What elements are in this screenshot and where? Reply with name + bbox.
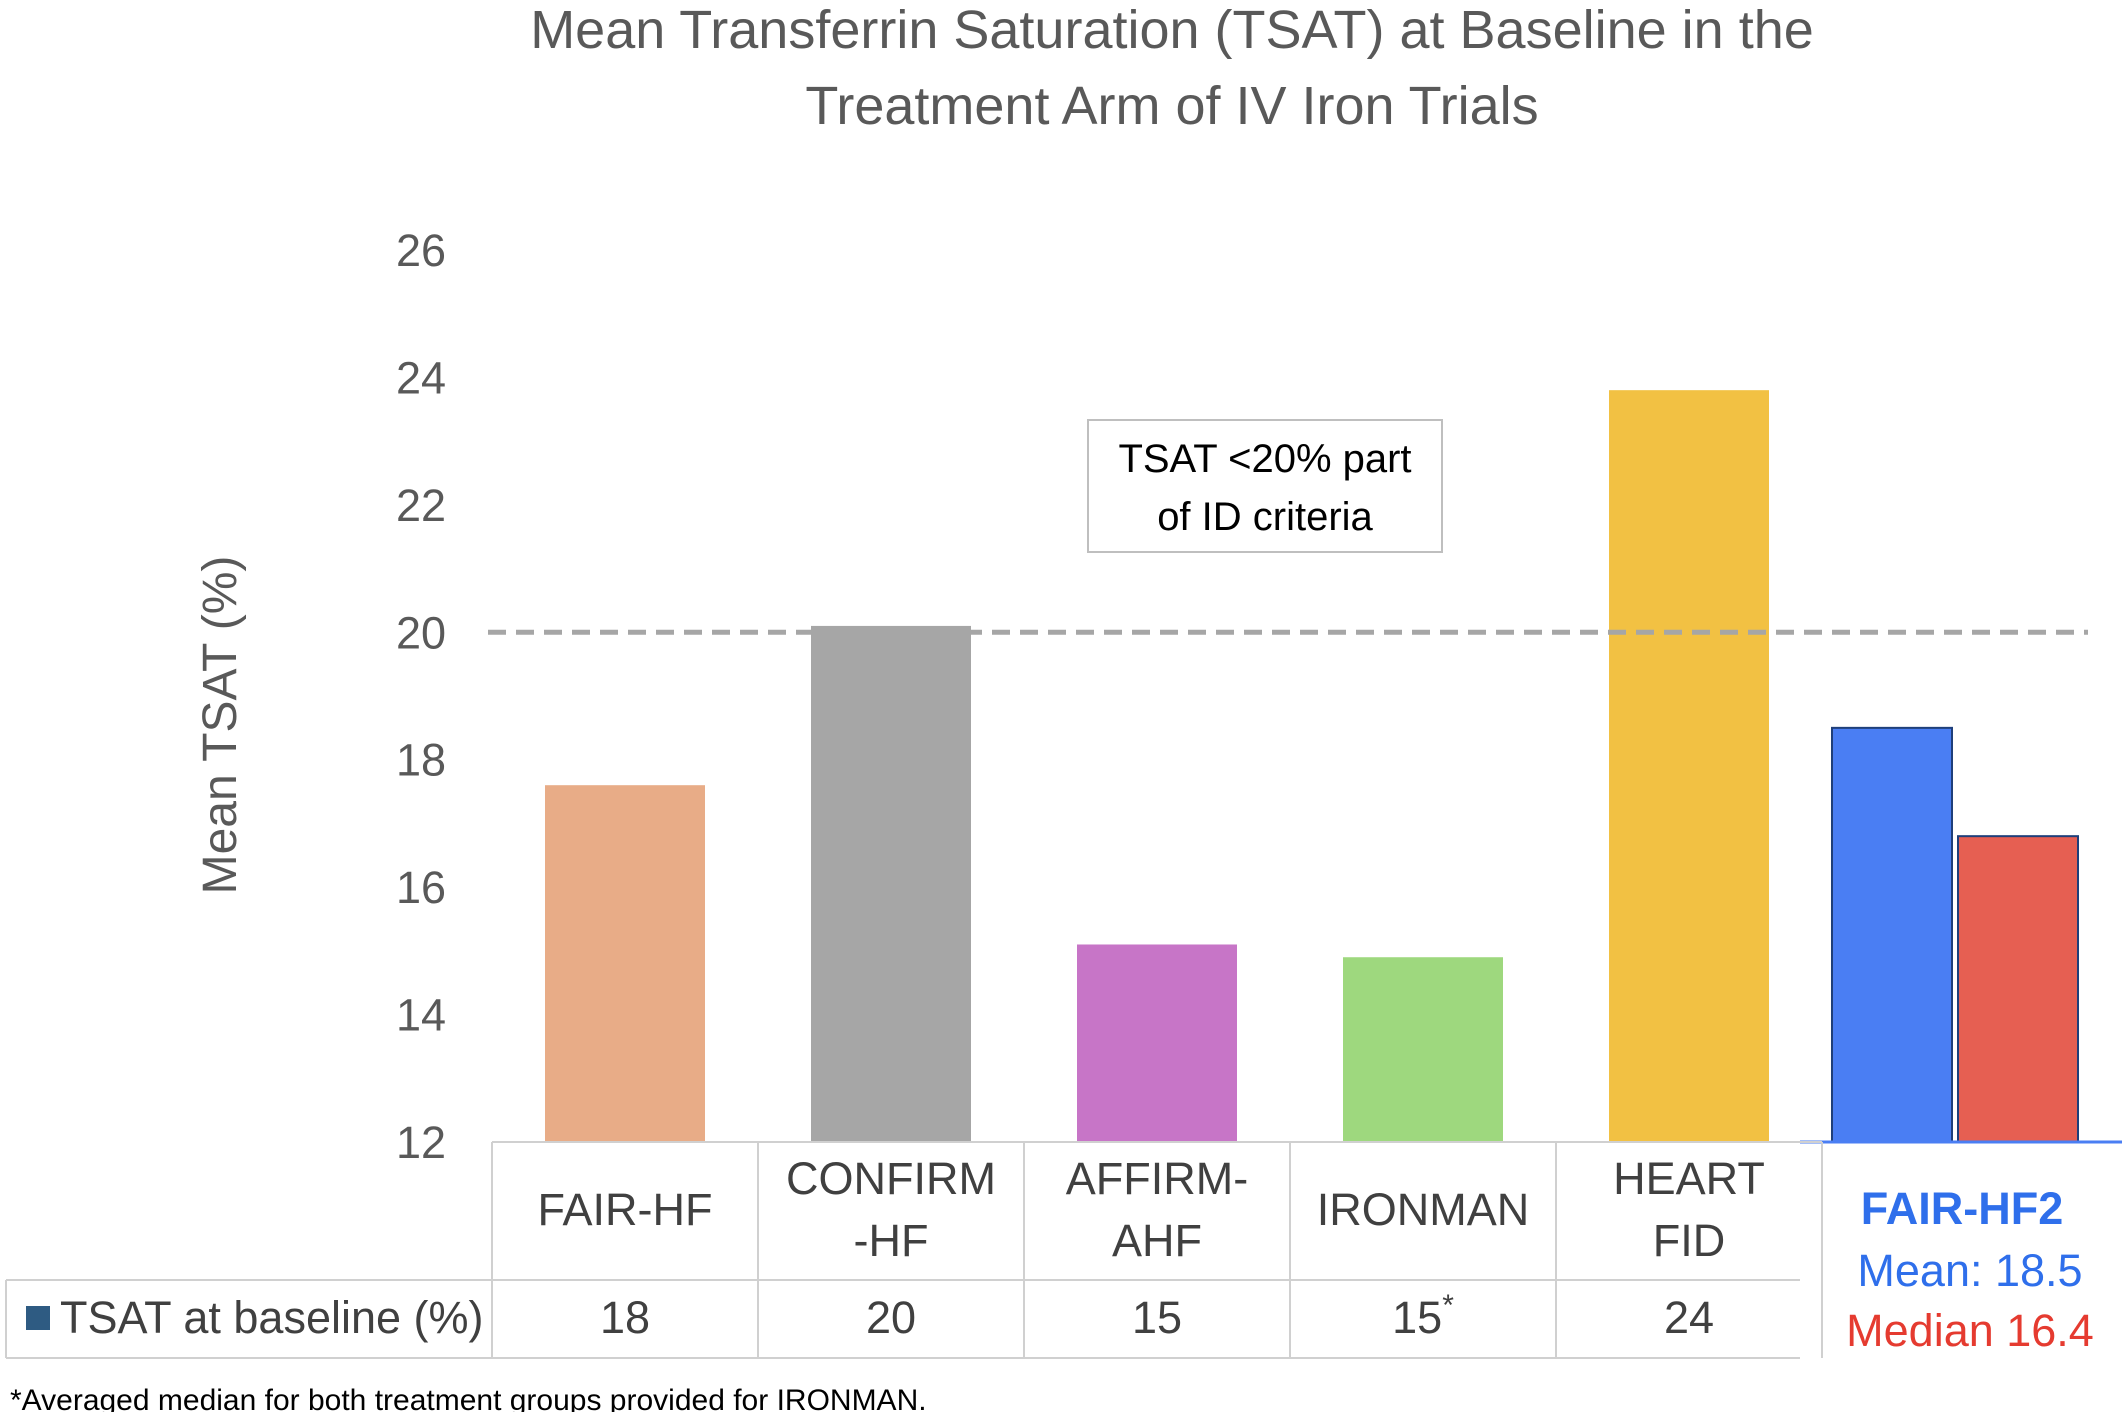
chart-title: Mean Transferrin Saturation (TSAT) at Ba…: [530, 0, 1814, 136]
x-tick-label: AFFIRM-: [1066, 1153, 1248, 1204]
bar: [811, 625, 971, 1142]
fair-hf2-title: FAIR-HF2: [1861, 1183, 2064, 1234]
bar: [1343, 957, 1503, 1142]
data-label: 15: [1132, 1292, 1182, 1343]
x-tick-label: FID: [1653, 1215, 1726, 1266]
chart-title-line-2: Treatment Arm of IV Iron Trials: [805, 76, 1538, 136]
table-row-label: TSAT at baseline (%): [60, 1292, 484, 1343]
y-tick-label: 26: [396, 225, 446, 276]
y-tick-label: 18: [396, 735, 446, 786]
fair-hf2-median: Median 16.4: [1846, 1305, 2094, 1356]
x-tick-label: IRONMAN: [1317, 1184, 1530, 1235]
annotation-border: [1087, 419, 1443, 553]
fair-hf2-mean: Mean: 18.5: [1857, 1245, 2082, 1296]
y-axis-ticks: 12 14 16 18 20 22 24 26: [396, 225, 446, 1168]
y-tick-label: 24: [396, 352, 446, 403]
bar: [1077, 944, 1237, 1142]
bars: [545, 390, 2122, 1144]
data-label: 18: [600, 1292, 650, 1343]
y-axis-label: Mean TSAT (%): [194, 556, 247, 895]
y-tick-label: 22: [396, 480, 446, 531]
data-label: 24: [1664, 1292, 1714, 1343]
legend-key: [26, 1306, 50, 1330]
fair-hf2-label: FAIR-HF2 Mean: 18.5 Median 16.4: [1846, 1183, 2094, 1356]
fair-hf2-bar: [1957, 835, 2079, 1144]
y-tick-label: 12: [396, 1117, 446, 1168]
x-tick-label: AHF: [1112, 1215, 1202, 1266]
data-label: 20: [866, 1292, 916, 1343]
y-tick-label: 14: [396, 990, 446, 1041]
chart-title-line-1: Mean Transferrin Saturation (TSAT) at Ba…: [530, 0, 1814, 60]
y-tick-label: 16: [396, 862, 446, 913]
footnote: *Averaged median for both treatment grou…: [10, 1384, 927, 1412]
data-table: FAIR-HF CONFIRM -HF AFFIRM- AHF IRONMAN HEART F…: [5, 1141, 1823, 1359]
y-tick-label: 20: [396, 607, 446, 658]
bar: [545, 785, 705, 1142]
annotation-box: TSAT <20% part of ID criteria: [1087, 419, 1443, 553]
data-label: 15*: [1392, 1289, 1454, 1343]
bar: [1609, 390, 1769, 1143]
x-tick-label: HEART: [1613, 1153, 1765, 1204]
x-tick-label: FAIR-HF: [538, 1184, 713, 1235]
annotation-line-2: of ID criteria: [1157, 495, 1373, 539]
x-tick-label: CONFIRM: [786, 1153, 996, 1204]
fair-hf2-bar: [1831, 726, 1953, 1143]
annotation-line-1: TSAT <20% part: [1118, 437, 1411, 481]
x-tick-label: -HF: [854, 1215, 929, 1266]
